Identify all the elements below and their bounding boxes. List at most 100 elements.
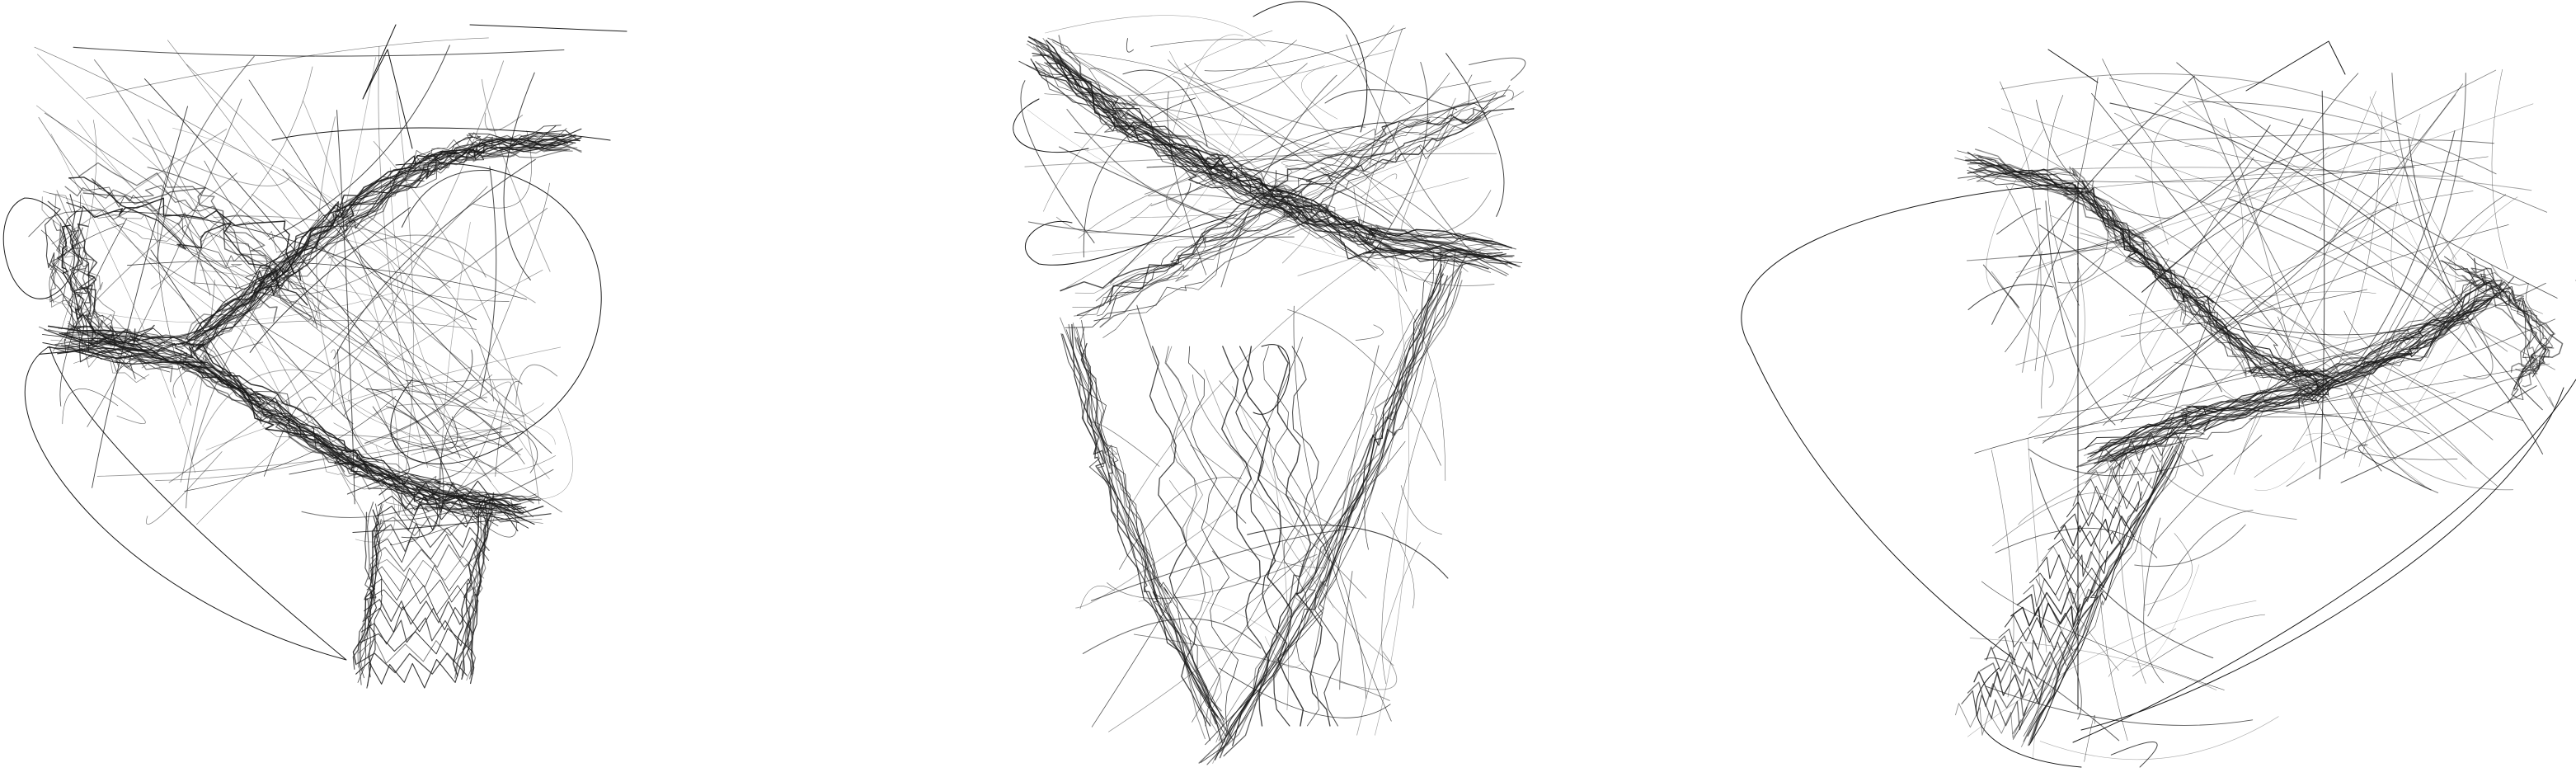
middle-loose-stroke (1024, 153, 1497, 167)
left-loose-stroke (390, 416, 458, 451)
middle-loose-stroke (1082, 618, 1262, 654)
right-loose-stroke (2110, 741, 2158, 768)
middle-loose-stroke (1211, 550, 1270, 586)
right-arm-stroke (2113, 292, 2504, 459)
left-upper-stroke (190, 139, 578, 358)
middle-loose-stroke (1173, 76, 1469, 272)
right-loose-stroke (2333, 191, 2474, 243)
middle-wavy-strand (1242, 346, 1304, 727)
left-loose-stroke (251, 194, 536, 424)
middle-loose-stroke (1247, 524, 1449, 579)
right-loose-stroke (2176, 264, 2232, 334)
left-loop-stroke (24, 346, 347, 661)
right-loose-stroke (2224, 118, 2317, 463)
middle-top-stroke (1028, 36, 1497, 245)
scribble-panel-middle (1013, 1, 1526, 765)
right-loose-stroke (2041, 226, 2160, 409)
right-loose-stroke (1971, 167, 2532, 191)
right-upper-stroke (1954, 158, 2343, 390)
right-loose-stroke (2524, 356, 2555, 407)
left-upper-stroke (196, 134, 567, 349)
middle-loose-stroke (1368, 248, 1405, 253)
middle-diagonal-stroke (1099, 95, 1506, 328)
right-loose-stroke (2254, 461, 2306, 491)
middle-loose-stroke (1091, 337, 1303, 728)
left-loose-stroke (219, 234, 521, 455)
middle-top-stroke (1056, 59, 1508, 265)
left-loose-stroke (143, 78, 440, 433)
right-loose-stroke (2047, 95, 2080, 306)
left-loose-stroke (146, 451, 223, 525)
left-upper-stroke (183, 140, 576, 346)
right-loose-stroke (2120, 289, 2367, 337)
left-loose-stroke (150, 249, 262, 425)
left-trunk-edge (466, 492, 495, 676)
right-trunk-hatch (2016, 587, 2094, 617)
middle-diagonal-stroke (1073, 106, 1476, 317)
right-loose-stroke (2134, 524, 2246, 567)
middle-loose-stroke (1044, 40, 1297, 97)
middle-loose-stroke (1086, 134, 1377, 167)
left-loose-stroke (205, 346, 562, 450)
middle-loose-stroke (1130, 175, 1347, 218)
right-trunk-hatch (1979, 662, 2051, 688)
right-trunk-hatch (2010, 602, 2081, 629)
right-loose-stroke (1991, 75, 2195, 325)
middle-loose-stroke (1060, 91, 1496, 292)
left-loose-stroke (288, 60, 505, 439)
left-loose-stroke (484, 112, 524, 132)
middle-loose-stroke (1346, 34, 1473, 253)
left-corner-stroke (69, 194, 173, 363)
left-corner-stroke (73, 227, 173, 383)
middle-loose-stroke (1339, 651, 1398, 690)
left-loose-stroke (180, 280, 215, 483)
middle-loose-stroke (1301, 65, 1338, 120)
left-upper-stroke (195, 146, 571, 350)
left-loose-stroke (439, 397, 487, 513)
left-corner-stroke (45, 200, 178, 346)
left-loose-stroke (481, 78, 551, 272)
middle-top-stroke (1046, 62, 1512, 264)
left-corner-stroke (52, 219, 136, 379)
right-tip-stroke (2439, 260, 2539, 388)
left-main-stroke (58, 326, 543, 524)
right-loose-stroke (2036, 99, 2172, 219)
middle-loose-stroke (1192, 374, 1335, 527)
middle-loose-stroke (1445, 53, 1505, 217)
left-loose-stroke (96, 425, 510, 477)
left-loose-stroke (149, 257, 562, 513)
right-loose-stroke (2320, 91, 2376, 232)
right-trunk-hatch (2042, 542, 2121, 572)
left-loose-stroke (113, 210, 477, 321)
right-loose-stroke (2174, 450, 2204, 477)
left-loose-stroke (330, 237, 398, 319)
left-corner-stroke (68, 177, 313, 321)
right-trunk-hatch (1967, 681, 2035, 717)
right-arm-stroke (2087, 297, 2491, 473)
left-corner-stroke (78, 162, 329, 310)
middle-loose-stroke (1253, 122, 1395, 177)
left-main-stroke (76, 332, 523, 517)
middle-loose-stroke (1055, 203, 1153, 233)
left-loose-stroke (61, 120, 97, 330)
middle-diagonal-stroke (1072, 91, 1525, 308)
left-upper-stroke (176, 138, 581, 338)
left-loose-stroke (479, 166, 497, 398)
middle-left-edge (1061, 333, 1224, 744)
right-trunk-hatch (2072, 478, 2152, 516)
middle-left-edge (1060, 333, 1210, 742)
middle-wavy-strand (1188, 346, 1239, 727)
panel-left-anchors (2, 24, 628, 661)
middle-loop-stroke (1025, 214, 1238, 266)
left-loose-stroke (249, 207, 411, 353)
right-loose-stroke (2408, 138, 2543, 411)
right-loose-stroke (2108, 628, 2177, 677)
right-loose-stroke (2056, 69, 2497, 299)
middle-left-edge (1076, 337, 1217, 725)
left-corner-stroke (56, 190, 179, 360)
right-tip-stroke (2461, 266, 2544, 376)
left-trunk-hatch (356, 652, 468, 676)
middle-right-edge (1218, 280, 1463, 742)
left-loose-stroke (87, 98, 242, 427)
left-trunk-hatch (368, 563, 481, 592)
